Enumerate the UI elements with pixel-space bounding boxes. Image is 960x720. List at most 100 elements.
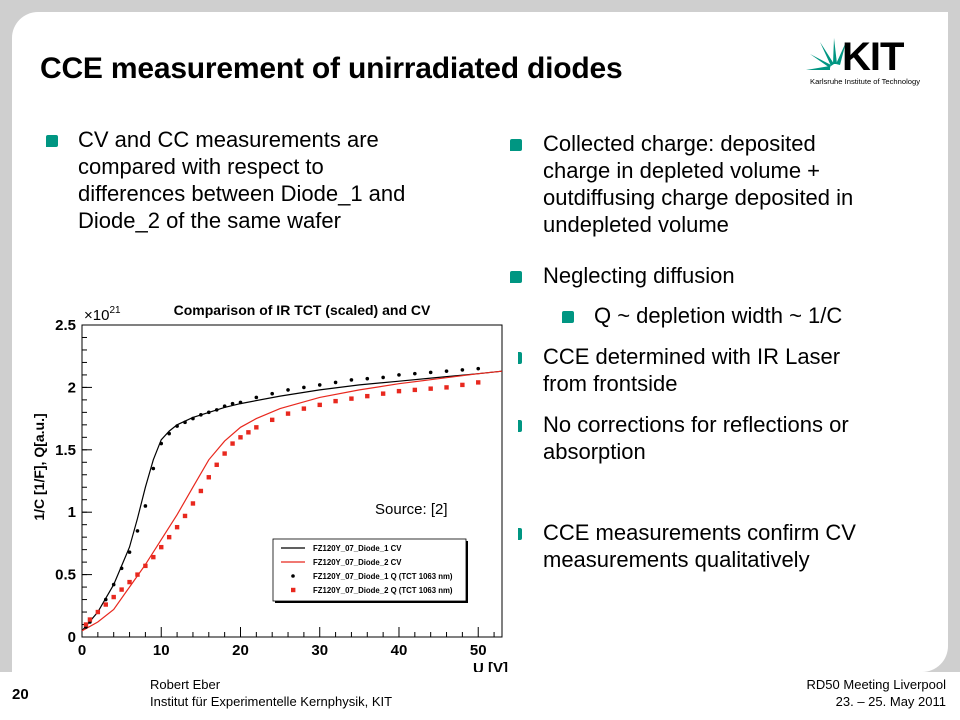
kit-logo-rays-icon <box>806 38 846 70</box>
data-point-diode1-q <box>206 410 211 415</box>
data-point-diode2-q <box>166 534 172 540</box>
page-number: 20 <box>12 686 29 703</box>
author-name: Robert Eber <box>150 677 221 692</box>
right-bullet-line: CCE measurements confirm CV <box>543 520 856 545</box>
slide-title: CCE measurement of unirradiated diodes <box>40 52 623 85</box>
chart-title: Comparison of IR TCT (scaled) and CV <box>174 302 431 318</box>
y-tick-label: 1.5 <box>55 442 76 459</box>
chart-multiplier: ×1021 <box>84 305 121 324</box>
data-point-diode1-q <box>143 504 148 508</box>
data-point-diode2-q <box>190 501 196 506</box>
data-point-diode2-q <box>143 563 148 569</box>
kit-logo-subtitle: Karlsruhe Institute of Technology <box>810 77 920 86</box>
data-point-diode1-q <box>254 395 259 400</box>
data-point-diode1-q <box>333 380 338 385</box>
data-point-diode2-q <box>222 451 227 456</box>
data-point-diode1-q <box>175 424 179 428</box>
data-point-diode1-q <box>151 466 156 471</box>
bullet-marker-icon <box>510 139 522 151</box>
data-point-diode2-q <box>214 462 219 467</box>
data-point-diode1-q <box>111 582 116 587</box>
data-point-diode2-q <box>285 411 291 416</box>
series-line-2 <box>81 370 503 632</box>
data-point-diode2-q <box>87 617 93 622</box>
legend-box <box>272 538 467 602</box>
chart-svg: Comparison of IR TCT (scaled) and CV ×10… <box>31 302 508 677</box>
data-point-diode2-q <box>127 579 132 585</box>
footer-meeting: RD50 Meeting Liverpool 23. – 25. May 201… <box>807 676 946 710</box>
right-bullet-line: absorption <box>543 439 646 464</box>
right-sub-bullet-line: Q ~ depletion width ~ 1/C <box>594 303 843 328</box>
data-point-diode1-q <box>103 597 108 602</box>
data-point-diode2-q <box>301 406 307 411</box>
x-tick-label: 50 <box>470 642 487 659</box>
data-point-diode1-q <box>127 550 132 554</box>
data-point-diode1-q <box>349 378 354 382</box>
chart-panel: Comparison of IR TCT (scaled) and CV ×10… <box>30 295 518 677</box>
data-point-diode1-q <box>191 416 195 421</box>
data-point-diode2-q <box>460 382 465 388</box>
kit-logo-text: KIT <box>842 35 904 79</box>
legend-swatch-square <box>291 587 296 593</box>
data-point-diode2-q <box>182 513 188 519</box>
legend-swatch-dot <box>291 574 295 578</box>
data-point-diode2-q <box>206 475 211 480</box>
y-tick-label: 0 <box>68 629 76 646</box>
data-point-diode1-q <box>428 370 433 375</box>
data-point-diode2-q <box>412 387 418 393</box>
data-point-diode2-q <box>428 386 433 391</box>
legend-entry-label: FZ120Y_07_Diode_1 Q (TCT 1063 nm) <box>313 572 453 581</box>
right-bullet-list: Collected charge: deposited charge in de… <box>510 130 930 590</box>
data-point-diode1-q <box>413 371 417 376</box>
chart-ylabel: 1/C [1/F], Q[a.u.] <box>31 413 47 520</box>
data-point-diode2-q <box>380 391 386 396</box>
data-point-diode1-q <box>222 404 227 408</box>
y-tick-label: 2 <box>68 379 76 396</box>
data-point-diode2-q <box>135 572 140 577</box>
right-bullet-line: undepleted volume <box>543 212 729 237</box>
right-bullet-line: measurements qualitatively <box>543 547 810 572</box>
data-point-diode1-q <box>302 385 306 390</box>
data-point-diode2-q <box>444 385 449 390</box>
data-point-diode1-q <box>135 529 140 533</box>
data-point-diode2-q <box>151 554 156 560</box>
x-tick-label: 30 <box>311 642 328 659</box>
data-point-diode1-q <box>159 441 164 446</box>
meeting-name: RD50 Meeting Liverpool <box>806 677 946 692</box>
legend-entry-label: FZ120Y_07_Diode_2 Q (TCT 1063 nm) <box>313 586 453 595</box>
left-bullet-list: CV and CC measurements are compared with… <box>46 126 486 246</box>
data-point-diode2-q <box>317 402 322 408</box>
data-point-diode2-q <box>83 622 89 627</box>
data-point-diode2-q <box>119 587 124 592</box>
legend-entry-label: FZ120Y_07_Diode_2 CV <box>313 558 402 567</box>
data-point-diode2-q <box>159 544 164 550</box>
data-point-diode2-q <box>254 425 259 430</box>
right-bullet-line: Collected charge: deposited <box>543 131 816 156</box>
footer-author: Robert Eber Institut für Experimentelle … <box>150 676 392 710</box>
source-note: Source: [2] <box>373 501 450 518</box>
right-bullet-line: CCE determined with IR Laser <box>543 344 841 369</box>
data-point-diode2-q <box>269 417 275 423</box>
legend-entry-label: FZ120Y_07_Diode_1 CV <box>313 544 402 553</box>
data-point-diode1-q <box>230 401 235 406</box>
bullet-marker-icon <box>46 135 58 147</box>
sub-bullet-marker-icon <box>562 311 574 323</box>
left-bullet-line: CV and CC measurements are <box>78 127 379 152</box>
data-point-diode2-q <box>476 380 481 385</box>
left-bullet-line: compared with respect to <box>78 154 324 179</box>
data-point-diode2-q <box>230 441 235 446</box>
data-point-diode1-q <box>476 366 481 371</box>
data-point-diode1-q <box>238 400 243 405</box>
bullet-marker-icon <box>510 271 522 283</box>
x-tick-label: 20 <box>232 642 249 659</box>
plot-area: 0 10 20 30 40 50 0 0.5 1 1.5 2 2.5 <box>55 317 503 659</box>
data-point-diode1-q <box>119 566 124 571</box>
x-tick-label: 10 <box>153 642 170 659</box>
data-point-diode2-q <box>396 388 402 394</box>
data-point-diode1-q <box>460 368 465 372</box>
data-point-diode1-q <box>365 376 370 381</box>
data-point-diode1-q <box>199 413 203 417</box>
data-point-diode1-q <box>444 369 449 373</box>
data-point-diode1-q <box>317 383 322 387</box>
data-point-diode1-q <box>381 375 385 380</box>
